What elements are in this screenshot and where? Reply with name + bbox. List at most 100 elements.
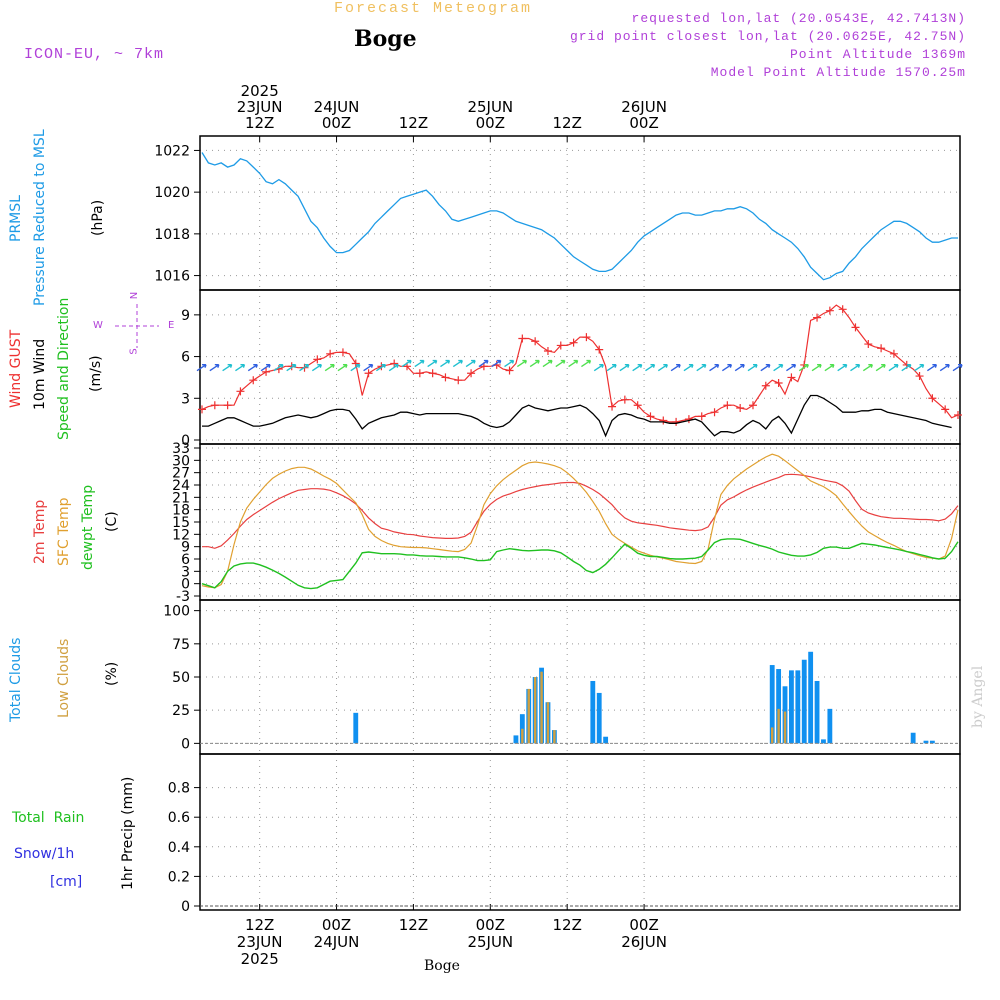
- wind-arrow: [452, 359, 463, 368]
- wind-arrow: [286, 363, 297, 372]
- chart-title: Forecast Meteogram: [334, 0, 533, 17]
- wind-arrow: [516, 359, 528, 368]
- bottom-time-label: 12Z: [399, 916, 428, 934]
- gust-point: [505, 366, 514, 375]
- wind-arrow: [555, 359, 566, 368]
- bottom-location: Boge: [424, 958, 460, 974]
- gust-point: [813, 313, 822, 322]
- total-cloud-bar: [603, 736, 609, 744]
- low-cloud-bar: [521, 728, 524, 744]
- gust-point: [646, 412, 655, 421]
- wind-arrow: [773, 363, 784, 372]
- total-cloud-bar: [808, 651, 814, 744]
- wind-arrow: [260, 363, 271, 372]
- gust-point: [223, 401, 232, 410]
- gust-point: [620, 395, 629, 404]
- wind-arrow: [747, 363, 758, 372]
- total-cloud-bar: [769, 665, 775, 744]
- top-time-label: 23JUN: [237, 98, 283, 116]
- gust-point: [672, 417, 681, 426]
- total-cloud-bar: [590, 680, 596, 744]
- pressure-line: [201, 152, 958, 281]
- top-time-label: 00Z: [322, 114, 351, 132]
- grid-point-coords: grid point closest lon,lat (20.0625E, 42…: [569, 29, 966, 44]
- y-tick-label: 25: [172, 703, 190, 719]
- gust-point: [582, 333, 591, 342]
- wind-arrow: [350, 363, 361, 372]
- top-time-label: 12Z: [399, 114, 428, 132]
- wind-arrow: [491, 359, 502, 368]
- gust-point: [889, 349, 898, 358]
- y-tick-label: 15: [172, 515, 190, 531]
- bottom-time-label: 26JUN: [621, 933, 667, 951]
- gust-point: [390, 359, 399, 368]
- wind-arrow: [542, 359, 553, 368]
- y-tick-label: 12: [172, 527, 190, 543]
- y-tick-label: 0: [181, 899, 190, 915]
- wind-arrow: [593, 363, 604, 372]
- gust-point: [633, 401, 642, 410]
- gust-point: [761, 381, 770, 390]
- gust-point: [608, 402, 617, 411]
- total-cloud-bar: [929, 740, 935, 744]
- low-cloud-bar: [546, 702, 550, 744]
- total-cloud-bar: [814, 680, 820, 744]
- gust-point: [543, 347, 552, 356]
- gust-point: [198, 405, 206, 414]
- low-cloud-bar: [553, 730, 556, 744]
- y-tick-label: 100: [163, 604, 190, 620]
- wind-arrow: [299, 363, 310, 372]
- y-tick-label: 9: [181, 308, 190, 324]
- gust-point: [351, 359, 360, 368]
- wind-arrow: [926, 363, 938, 372]
- gust-point: [313, 355, 322, 364]
- top-time-label: 24JUN: [314, 98, 360, 116]
- y-tick-label: 6: [181, 552, 190, 568]
- gust-point: [659, 416, 668, 425]
- gust-point: [249, 376, 258, 385]
- total-cloud-bar: [923, 740, 929, 744]
- wind-arrow: [504, 359, 515, 368]
- total-cloud-bar: [801, 659, 807, 744]
- y-tick-label: 18: [172, 503, 190, 519]
- gust-point: [338, 348, 347, 357]
- y-tick-label: 3: [181, 564, 190, 580]
- gust-point: [697, 412, 706, 421]
- wind-arrow: [247, 363, 258, 372]
- total-cloud-bar: [821, 739, 826, 744]
- wind-arrow: [478, 359, 489, 368]
- gust-point: [774, 378, 783, 387]
- y-tick-label: 0.8: [168, 781, 190, 797]
- wind-arrow: [888, 363, 899, 372]
- gust-point: [428, 369, 437, 378]
- wind-arrow: [209, 363, 220, 372]
- wind-arrow: [427, 359, 438, 368]
- y-tick-label: 0: [181, 577, 190, 593]
- gust-point: [531, 337, 540, 346]
- wind-arrow: [721, 363, 733, 372]
- wind-arrow: [811, 363, 822, 372]
- requested-coords: requested lon,lat (20.0543E, 42.7413N): [631, 11, 966, 26]
- wind-arrow: [632, 363, 643, 372]
- wind-arrow: [862, 363, 873, 372]
- y-tick-label: 1022: [154, 143, 190, 159]
- y-tick-label: 3: [181, 391, 190, 407]
- gust-point: [736, 404, 745, 413]
- gust-point: [864, 340, 873, 349]
- total-cloud-bar: [353, 712, 359, 744]
- dewpt-line: [201, 538, 959, 590]
- wind-arrow: [273, 363, 284, 372]
- gust-point: [556, 341, 565, 350]
- top-time-label: 2025: [241, 82, 279, 100]
- rain-label: Total Rain: [12, 810, 85, 826]
- gust-point: [326, 349, 335, 358]
- top-time-label: 12Z: [245, 114, 274, 132]
- wind-arrow: [798, 363, 809, 372]
- wind-arrow: [696, 363, 707, 372]
- wind-arrow: [734, 363, 745, 372]
- y-tick-label: 1020: [154, 185, 190, 201]
- y-tick-label: 0.6: [168, 810, 190, 826]
- gust-point: [441, 373, 450, 382]
- low-cloud-bar: [783, 711, 787, 744]
